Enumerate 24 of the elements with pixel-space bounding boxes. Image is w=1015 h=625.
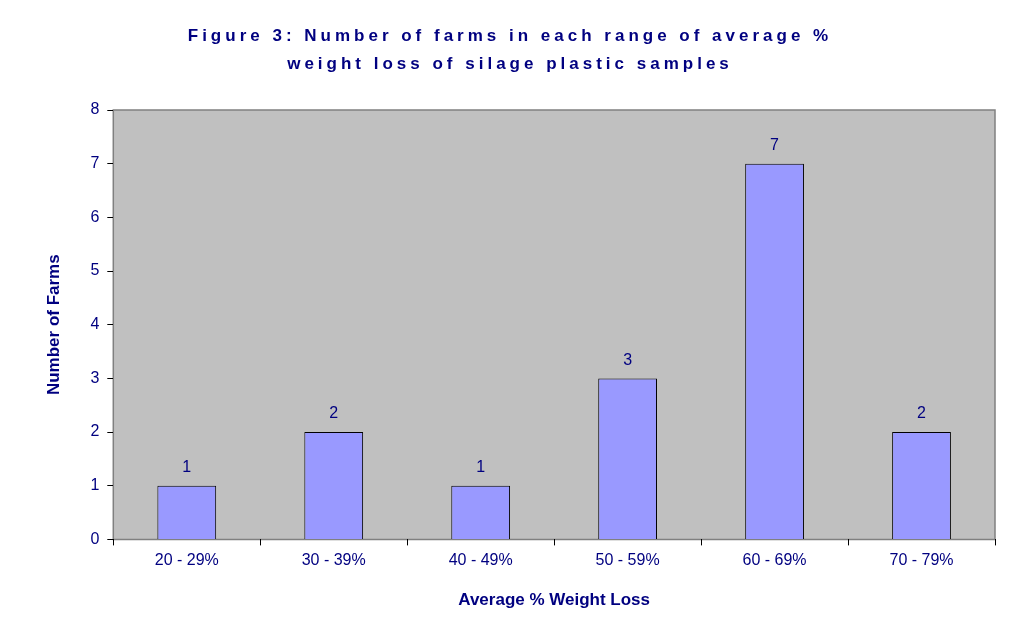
x-tick-label: 40 - 49% — [448, 551, 513, 569]
x-axis-title: Average % Weight Loss — [458, 590, 651, 610]
x-tick-label: 60 - 69% — [742, 551, 807, 569]
y-tick-label: 4 — [90, 315, 100, 333]
chart-title: Figure 3: Number of farms in each range of average % weight loss of silage plastic samples — [186, 25, 834, 75]
data-label: 2 — [917, 404, 927, 422]
y-tick-label: 7 — [90, 154, 100, 172]
y-tick-label: 8 — [90, 100, 100, 118]
data-label: 7 — [770, 136, 780, 154]
y-axis-title: Number of Farms — [43, 254, 63, 396]
y-tick-label: 3 — [90, 368, 100, 386]
y-tick-label: 1 — [90, 476, 100, 494]
x-tick-label: 70 - 79% — [889, 551, 954, 569]
x-tick-label: 30 - 39% — [301, 551, 366, 569]
data-label: 2 — [329, 404, 339, 422]
data-label: 3 — [623, 350, 633, 368]
y-tick-label: 2 — [90, 422, 100, 440]
data-label: 1 — [182, 458, 192, 476]
y-tick-label: 5 — [90, 261, 100, 279]
x-tick-label: 50 - 59% — [595, 551, 660, 569]
y-tick-label: 6 — [90, 207, 100, 225]
data-label: 1 — [476, 458, 486, 476]
x-tick-label: 20 - 29% — [154, 551, 219, 569]
y-tick-label: 0 — [90, 529, 100, 547]
